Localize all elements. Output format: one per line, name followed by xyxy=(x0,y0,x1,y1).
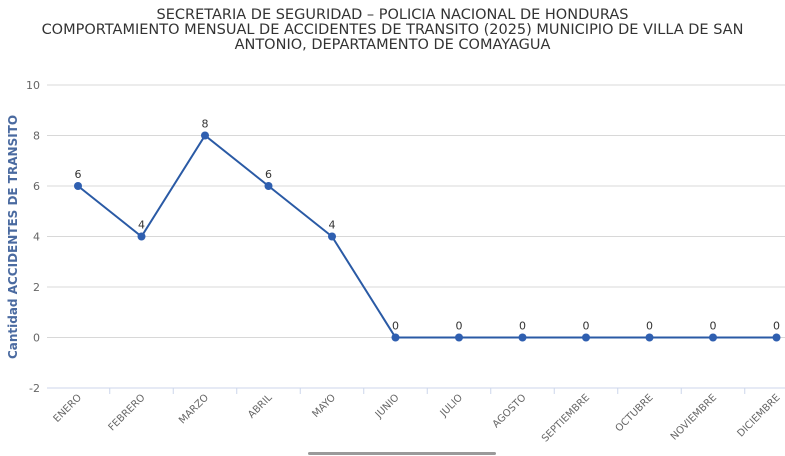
x-tick-label: NOVIEMBRE xyxy=(669,392,719,442)
y-tick-label: 0 xyxy=(33,332,40,345)
data-label: 0 xyxy=(773,320,780,333)
x-tick-label: SEPTIEMBRE xyxy=(540,392,592,444)
x-tick-label: MAYO xyxy=(310,392,338,420)
data-label: 0 xyxy=(646,320,653,333)
x-tick-label: JUNIO xyxy=(373,392,402,421)
x-axis-ticks: ENERO FEBRERO MARZO ABRIL MAYO JUNIO JULIO AGOS… xyxy=(52,392,783,445)
series-line xyxy=(77,134,777,339)
data-point[interactable] xyxy=(264,182,273,190)
x-axis xyxy=(47,387,785,394)
data-point[interactable] xyxy=(391,333,400,342)
data-point[interactable] xyxy=(518,333,527,342)
chart-subtitle-line-1: COMPORTAMIENTO MENSUAL DE ACCIDENTES DE … xyxy=(41,22,744,38)
x-tick-label: AGOSTO xyxy=(491,392,529,430)
x-tick-label: OCTUBRE xyxy=(614,392,656,434)
data-point[interactable] xyxy=(328,232,336,241)
horizontal-scrollbar[interactable] xyxy=(308,452,496,455)
y-tick-label: 2 xyxy=(33,281,40,294)
y-tick-label: -2 xyxy=(29,382,40,395)
data-point[interactable] xyxy=(74,182,82,190)
data-labels: 6 4 8 6 4 0 0 0 0 0 0 0 xyxy=(75,118,781,333)
x-tick-label: MARZO xyxy=(177,392,211,426)
data-label: 0 xyxy=(583,320,590,333)
y-axis-label: Cantidad ACCIDENTES DE TRANSITO xyxy=(6,115,20,359)
chart-subtitle-line-2: ANTONIO, DEPARTAMENTO DE COMAYAGUA xyxy=(234,37,551,53)
x-tick-label: FEBRERO xyxy=(107,392,148,433)
x-tick-label: ABRIL xyxy=(246,392,275,421)
x-tick-label: JULIO xyxy=(438,392,465,419)
y-tick-label: 6 xyxy=(33,180,40,193)
data-point[interactable] xyxy=(709,333,717,342)
data-point[interactable] xyxy=(582,333,590,342)
x-tick-label: DICIEMBRE xyxy=(735,392,782,439)
chart-title-block: SECRETARIA DE SEGURIDAD – POLICIA NACION… xyxy=(0,8,785,53)
data-point[interactable] xyxy=(645,333,654,342)
grid-lines xyxy=(47,84,785,389)
data-label: 0 xyxy=(456,320,463,333)
data-label: 0 xyxy=(392,320,399,333)
data-label: 0 xyxy=(519,320,526,333)
y-axis-ticks: -2 0 2 4 6 8 10 xyxy=(26,79,40,395)
data-label: 8 xyxy=(202,118,209,131)
data-label: 4 xyxy=(138,219,145,232)
data-label: 0 xyxy=(710,320,717,333)
data-points xyxy=(74,131,781,342)
chart-title: SECRETARIA DE SEGURIDAD – POLICIA NACION… xyxy=(156,7,629,23)
x-tick-label: ENERO xyxy=(52,392,85,425)
data-label: 6 xyxy=(265,168,272,181)
data-point[interactable] xyxy=(455,333,463,342)
series-polyline xyxy=(77,134,777,339)
data-point[interactable] xyxy=(137,232,146,241)
data-point[interactable] xyxy=(201,131,209,140)
y-tick-label: 4 xyxy=(33,231,40,244)
data-label: 6 xyxy=(75,168,82,181)
data-point[interactable] xyxy=(772,333,781,342)
y-tick-label: 10 xyxy=(26,79,40,92)
data-label: 4 xyxy=(329,219,336,232)
y-tick-label: 8 xyxy=(33,130,40,143)
